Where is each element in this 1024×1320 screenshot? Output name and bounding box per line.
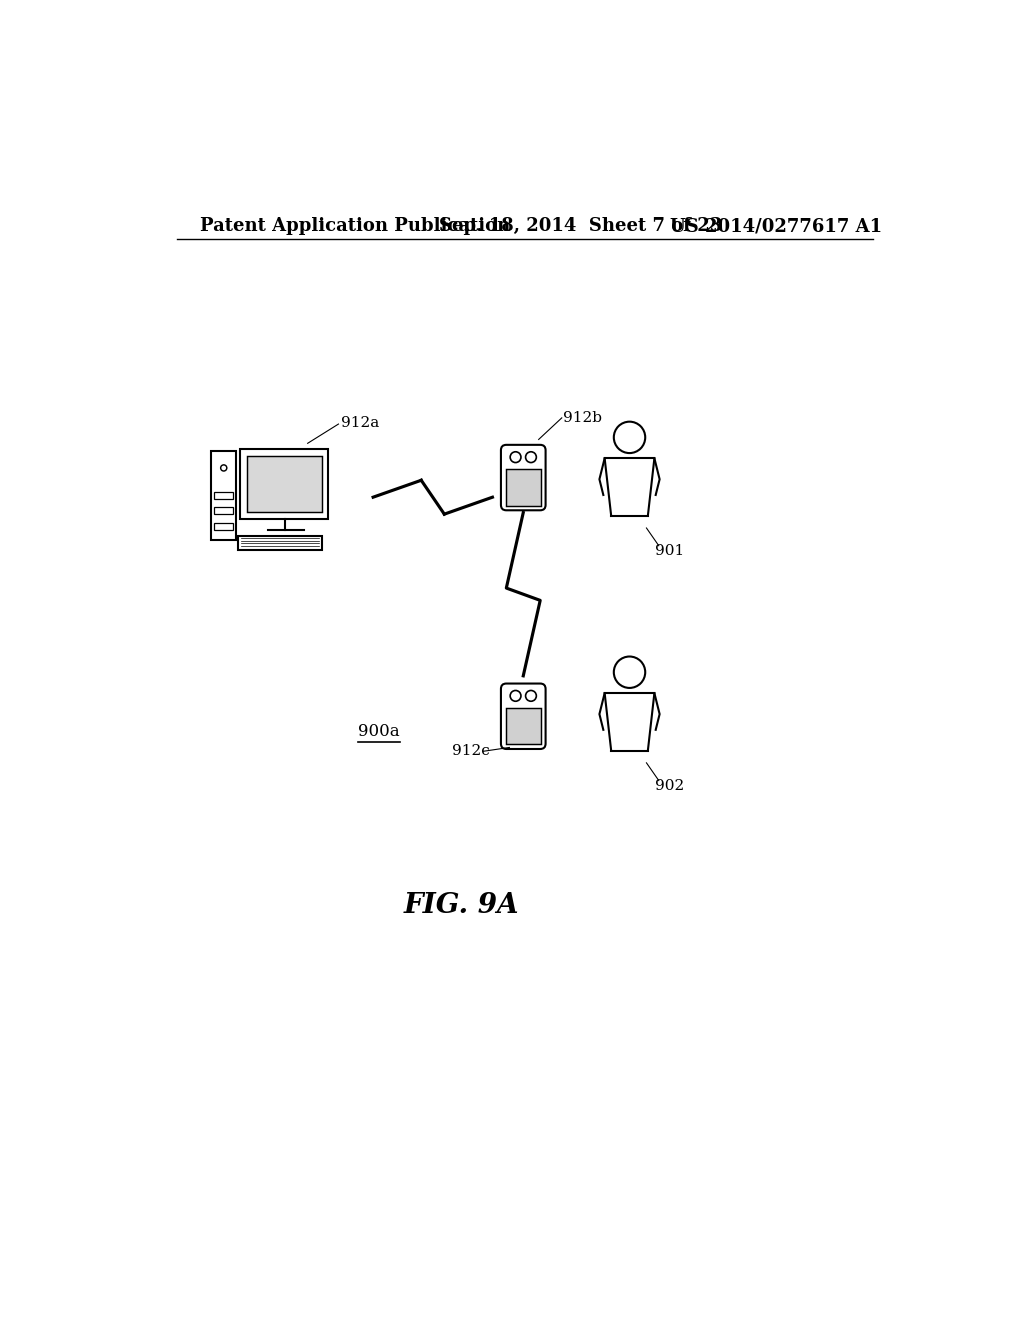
Bar (214, 507, 233, 515)
Bar (247, 457, 322, 512)
Bar (211, 451, 237, 540)
Bar (506, 470, 541, 506)
Bar (214, 523, 233, 529)
Text: 912b: 912b (563, 411, 602, 425)
Text: 902: 902 (655, 779, 684, 793)
Bar (506, 708, 541, 744)
Text: 900a: 900a (357, 723, 399, 739)
Text: 912c: 912c (453, 744, 490, 758)
Text: FIG. 9A: FIG. 9A (403, 892, 519, 919)
Text: Sep. 18, 2014  Sheet 7 of 23: Sep. 18, 2014 Sheet 7 of 23 (438, 218, 722, 235)
FancyBboxPatch shape (501, 684, 546, 748)
Bar (240, 449, 329, 519)
Bar (239, 536, 322, 549)
Text: 901: 901 (655, 544, 684, 558)
Text: Patent Application Publication: Patent Application Publication (200, 218, 510, 235)
Bar (214, 492, 233, 499)
FancyBboxPatch shape (501, 445, 546, 511)
Text: US 2014/0277617 A1: US 2014/0277617 A1 (670, 218, 882, 235)
Text: 912a: 912a (341, 416, 379, 429)
